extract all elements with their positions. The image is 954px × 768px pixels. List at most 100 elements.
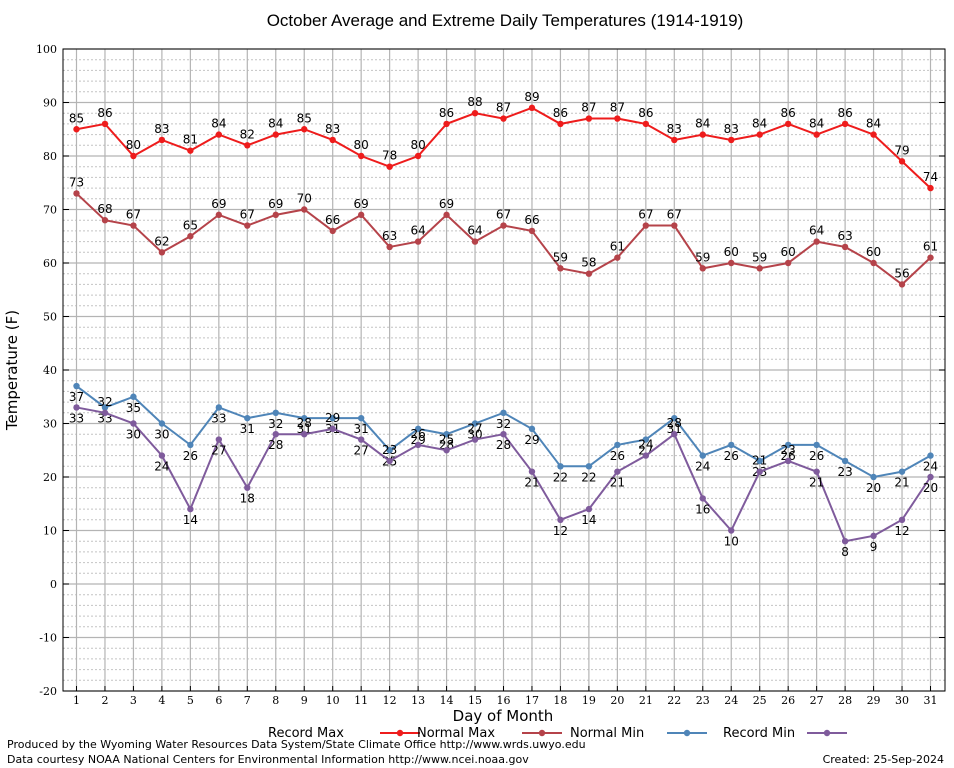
legend-label: Record Min — [723, 726, 795, 740]
data-point — [500, 222, 507, 229]
data-label: 23 — [382, 443, 397, 457]
data-label: 88 — [467, 95, 482, 109]
data-label: 67 — [126, 208, 141, 222]
data-point — [813, 131, 820, 138]
data-label: 16 — [695, 502, 710, 516]
legend-label: Normal Max — [417, 726, 495, 740]
data-point — [130, 420, 137, 427]
y-tick-label: 20 — [43, 471, 57, 484]
data-label: 61 — [923, 240, 938, 254]
data-point — [471, 238, 479, 245]
data-label: 67 — [667, 208, 682, 222]
data-point — [301, 126, 308, 133]
data-label: 21 — [610, 476, 625, 490]
x-tick-label: 18 — [553, 694, 567, 707]
x-tick-label: 5 — [187, 694, 194, 707]
data-point — [557, 265, 564, 272]
data-point — [870, 131, 877, 138]
y-tick-label: 10 — [43, 525, 57, 538]
data-label: 8 — [841, 545, 849, 559]
data-point — [728, 259, 735, 267]
data-point — [329, 136, 336, 144]
data-label: 83 — [667, 122, 682, 136]
x-tick-label: 25 — [753, 694, 767, 707]
x-tick-label: 14 — [440, 694, 454, 707]
x-tick-label: 7 — [244, 694, 251, 707]
data-point — [841, 243, 849, 251]
data-label: 12 — [894, 524, 909, 538]
legend: Record Max Normal Max Normal Min Record Min — [268, 726, 847, 740]
data-label: 82 — [240, 127, 255, 141]
chart-title: October Average and Extreme Daily Temper… — [267, 11, 744, 30]
data-point — [130, 222, 137, 229]
data-point — [187, 505, 194, 513]
data-label: 80 — [354, 138, 369, 152]
data-label: 30 — [154, 428, 169, 442]
data-point — [101, 409, 109, 416]
series-normal-max: 73 68 67 62 65 69 67 69 70 66 69 63 64 69 64 67 66 59 58 61… — [69, 175, 938, 288]
data-point — [215, 404, 223, 411]
data-point — [357, 152, 365, 160]
data-label: 24 — [695, 460, 710, 474]
data-label: 86 — [781, 106, 796, 120]
data-point — [699, 131, 706, 138]
legend-marker — [396, 729, 404, 737]
data-label: 21 — [894, 476, 909, 490]
data-label: 84 — [695, 117, 710, 131]
data-point — [699, 452, 706, 459]
data-label: 63 — [382, 229, 397, 243]
data-point — [528, 227, 536, 235]
x-tick-label: 27 — [810, 694, 824, 707]
grid — [63, 48, 945, 692]
data-point — [756, 131, 763, 138]
x-tick-label: 3 — [130, 694, 137, 707]
data-point — [414, 152, 422, 160]
data-point — [301, 431, 308, 438]
data-point — [500, 115, 507, 122]
legend-item: Normal Min — [570, 726, 707, 740]
x-tick-label: 8 — [272, 694, 279, 707]
data-point — [557, 463, 564, 470]
data-point — [301, 414, 308, 422]
data-point — [813, 468, 820, 475]
data-point — [585, 463, 593, 470]
data-point — [101, 404, 109, 411]
data-label: 31 — [354, 422, 369, 436]
data-label: 26 — [410, 427, 425, 441]
x-tick-label: 13 — [411, 694, 425, 707]
x-axis: 1 2 3 4 5 6 7 8 9 10 11 12 13 14 15 16 17 18 19 20 21 22 23 24 2… — [73, 686, 938, 707]
y-tick-label: 70 — [43, 204, 57, 217]
data-label: 9 — [870, 540, 878, 554]
data-label: 12 — [553, 524, 568, 538]
data-point — [813, 238, 820, 245]
data-label: 65 — [183, 218, 198, 232]
data-point — [329, 414, 336, 422]
y-tick-label: 0 — [50, 578, 57, 591]
data-point — [386, 447, 393, 454]
data-point — [471, 420, 479, 427]
data-point — [614, 468, 621, 475]
data-label: 18 — [240, 492, 255, 506]
y-axis-label: Temperature (F) — [3, 310, 21, 431]
legend-marker — [683, 729, 691, 737]
data-point — [528, 425, 536, 433]
data-label: 27 — [467, 422, 482, 436]
data-point — [784, 457, 792, 465]
data-label: 86 — [97, 106, 112, 120]
data-point — [927, 184, 934, 192]
legend-marker — [823, 729, 831, 737]
data-point — [784, 259, 792, 267]
data-label: 61 — [610, 240, 625, 254]
data-label: 85 — [69, 111, 84, 125]
data-point — [244, 484, 251, 491]
data-point — [272, 211, 279, 219]
data-label: 26 — [724, 449, 739, 463]
y-tick-label: 90 — [43, 97, 57, 110]
x-tick-label: 1 — [73, 694, 80, 707]
data-label: 59 — [695, 250, 710, 264]
data-label: 33 — [211, 411, 226, 425]
data-point — [898, 158, 906, 165]
data-label: 78 — [382, 149, 397, 163]
